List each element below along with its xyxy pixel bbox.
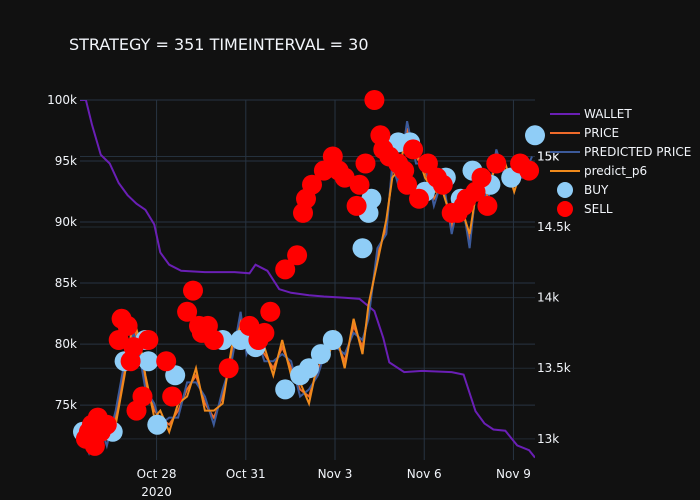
buy-marker[interactable] <box>525 125 545 146</box>
legend-label: BUY <box>584 183 609 197</box>
sell-marker[interactable] <box>162 386 183 407</box>
sell-marker[interactable] <box>96 414 117 435</box>
legend-label: WALLET <box>584 107 632 121</box>
y-left-tick-label: 95k <box>55 154 77 168</box>
buy-marker[interactable] <box>275 379 296 400</box>
legend-item-wallet[interactable]: WALLET <box>550 107 632 121</box>
sell-marker[interactable] <box>218 358 239 379</box>
y-right-tick-label: 14k <box>537 291 559 305</box>
chart-title: STRATEGY = 351 TIMEINTERVAL = 30 <box>69 35 369 54</box>
sell-marker[interactable] <box>403 139 424 160</box>
x-tick-label: Oct 31 <box>226 467 266 481</box>
sell-marker[interactable] <box>287 245 308 266</box>
sell-marker[interactable] <box>123 337 144 358</box>
y-left-tick-label: 75k <box>55 398 77 412</box>
legend-label: PRICE <box>584 126 619 140</box>
y-left-tick-label: 85k <box>55 276 77 290</box>
legend-item-buy[interactable]: BUY <box>557 182 609 198</box>
series-line-wallet <box>80 100 535 459</box>
legend-swatch-marker <box>557 182 573 198</box>
legend-item-sell[interactable]: SELL <box>557 201 613 217</box>
legend-label: predict_p6 <box>584 164 647 178</box>
axis-labels: 100k95k90k85k80k75k15k15k14.5k14k13.5k13… <box>47 93 571 499</box>
y-right-tick-label: 13k <box>537 432 559 446</box>
sell-marker[interactable] <box>364 90 385 110</box>
legend-item-price[interactable]: PRICE <box>550 126 619 140</box>
x-tick-label: Nov 9 <box>496 467 531 481</box>
y-left-tick-label: 100k <box>47 93 77 107</box>
buy-marker[interactable] <box>138 351 159 372</box>
sell-marker[interactable] <box>260 301 281 322</box>
sell-marker[interactable] <box>203 330 224 350</box>
sell-marker[interactable] <box>177 301 198 322</box>
buy-marker[interactable] <box>310 344 331 365</box>
x-tick-label: Oct 28 <box>137 467 177 481</box>
buy-marker[interactable] <box>322 330 343 350</box>
buy-marker[interactable] <box>352 238 373 259</box>
sell-marker[interactable] <box>275 259 296 280</box>
sell-marker[interactable] <box>486 153 507 174</box>
sell-marker[interactable] <box>432 174 453 195</box>
markers-layer[interactable] <box>73 90 545 456</box>
legend-label: SELL <box>584 202 613 216</box>
sell-marker[interactable] <box>334 167 355 188</box>
sell-marker[interactable] <box>355 153 376 174</box>
sell-marker[interactable] <box>254 322 275 343</box>
legend-item-predict_p6[interactable]: predict_p6 <box>550 164 647 178</box>
sell-marker[interactable] <box>397 174 418 195</box>
x-tick-label: Nov 6 <box>407 467 442 481</box>
buy-marker[interactable] <box>147 414 168 435</box>
sell-marker[interactable] <box>183 280 203 301</box>
y-right-tick-label: 14.5k <box>537 220 571 234</box>
buy-marker[interactable] <box>299 358 319 379</box>
sell-marker[interactable] <box>477 195 498 216</box>
sell-marker[interactable] <box>156 351 177 372</box>
sell-marker[interactable] <box>132 386 153 407</box>
buy-marker[interactable] <box>361 188 382 209</box>
sell-marker[interactable] <box>349 174 370 195</box>
y-left-tick-label: 80k <box>55 337 77 351</box>
legend[interactable]: WALLET PRICE PREDICTED PRICE predict_p6 BUY S… <box>550 107 691 217</box>
sell-marker[interactable] <box>471 167 492 188</box>
sell-marker[interactable] <box>409 188 429 209</box>
sell-marker[interactable] <box>346 195 367 216</box>
sell-marker[interactable] <box>138 330 159 350</box>
y-right-tick-label: 13.5k <box>537 361 571 375</box>
legend-item-predicted-price[interactable]: PREDICTED PRICE <box>550 145 691 159</box>
sell-marker[interactable] <box>519 160 540 181</box>
x-tick-year-label: 2020 <box>141 485 172 499</box>
legend-label: PREDICTED PRICE <box>584 145 691 159</box>
sell-marker[interactable] <box>117 315 138 336</box>
sell-marker[interactable] <box>302 174 322 195</box>
y-left-tick-label: 90k <box>55 215 77 229</box>
legend-swatch-marker <box>557 201 573 217</box>
x-tick-label: Nov 3 <box>318 467 353 481</box>
